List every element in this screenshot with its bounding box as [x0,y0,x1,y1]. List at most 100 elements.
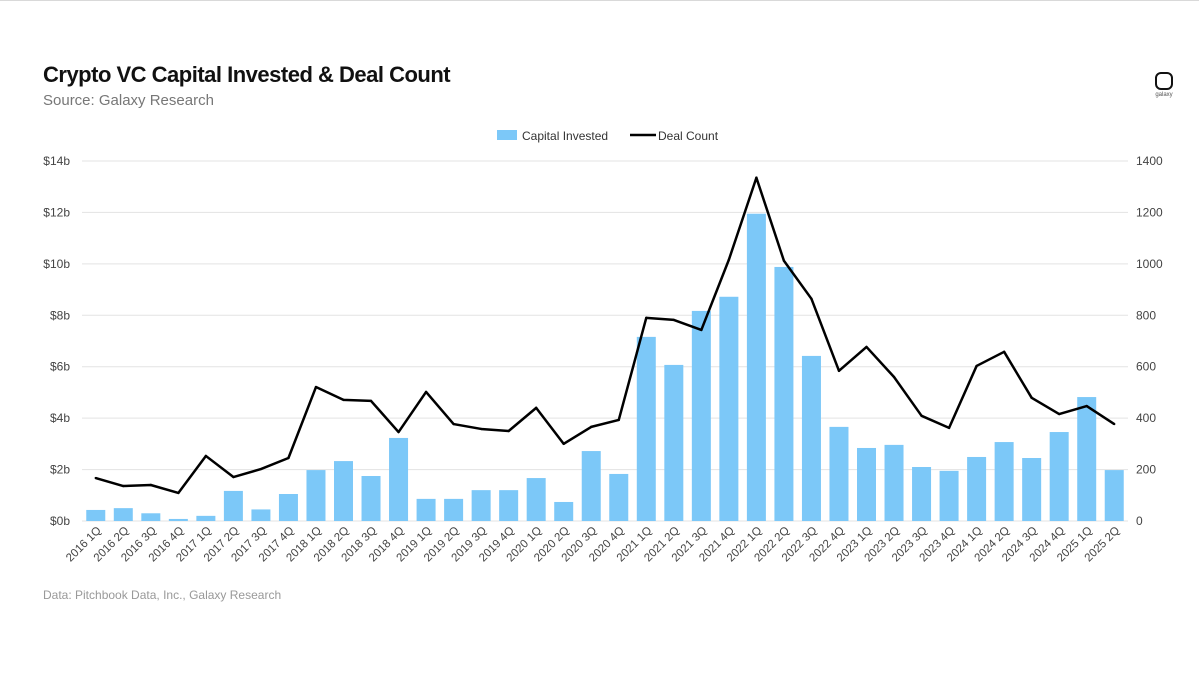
bar-capital-invested [168,518,188,521]
point-deal-count [975,364,978,368]
y-right-tick-label: 1200 [1136,205,1163,219]
bar-capital-invested [113,508,133,521]
bar-capital-invested [141,513,161,521]
bar-capital-invested [829,426,849,521]
point-deal-count [479,427,483,431]
point-deal-count [342,398,345,402]
bar-capital-invested [334,461,353,521]
bar-capital-invested [581,451,601,521]
bar-capital-invested [857,447,876,521]
point-deal-count [94,476,97,480]
bar-capital-invested [912,467,932,521]
y-left-tick-label: $0b [50,514,70,528]
y-right-tick-label: 600 [1136,360,1156,374]
point-deal-count [397,430,400,434]
point-deal-count [562,442,565,446]
point-deal-count [1030,396,1033,400]
legend-swatch-capital-invested [497,130,517,140]
y-left-tick-label: $6b [50,360,70,374]
point-deal-count [672,318,676,322]
bar-capital-invested [444,498,464,521]
point-deal-count [645,316,648,320]
y-left-tick-label: $8b [50,308,70,322]
bar-capital-invested [361,476,381,521]
bar-capital-invested [86,509,106,521]
data-source-note: Data: Pitchbook Data, Inc., Galaxy Resea… [43,588,282,602]
point-deal-count [424,390,428,394]
bar-capital-invested [884,444,904,521]
bar-capital-invested [554,501,574,521]
point-deal-count [865,345,868,349]
bar-capital-invested [499,490,519,521]
point-deal-count [617,418,620,422]
y-left-tick-label: $14b [43,154,70,168]
point-deal-count [727,258,731,261]
point-deal-count [1002,350,1006,353]
point-deal-count [149,483,153,487]
bar-capital-invested [471,490,491,521]
bar-capital-invested [994,442,1014,521]
galaxy-logo-icon [1155,72,1173,90]
legend-label-capital-invested: Capital Invested [522,129,608,143]
point-deal-count [534,406,538,410]
line-deal-count [95,176,1115,495]
bar-capital-invested [306,470,326,521]
y-right-tick-label: 1400 [1136,154,1163,168]
bar-capital-invested [609,473,629,521]
point-deal-count [947,426,951,430]
bar-capital-invested [1022,458,1042,521]
bar-capital-invested [746,213,766,521]
bar-capital-invested [801,355,821,521]
logo-text: galaxy [1155,92,1173,98]
bar-capital-invested [664,364,684,521]
point-deal-count [837,369,841,373]
bar-capital-invested [1104,470,1124,521]
y-right-tick-label: 1000 [1136,257,1163,271]
point-deal-count [892,375,896,379]
point-deal-count [314,385,318,389]
bar-capital-invested [416,498,436,521]
top-divider [0,0,1199,1]
y-left-tick-label: $2b [50,463,70,477]
y-left-tick-label: $4b [50,411,70,425]
point-deal-count [177,491,180,495]
point-deal-count [507,429,510,433]
point-deal-count [1085,404,1088,408]
bar-capital-invested [223,490,243,521]
bar-capital-invested [774,266,794,521]
galaxy-logo: galaxy [1152,72,1176,106]
bar-capital-invested [389,437,409,521]
y-right-tick-label: 800 [1136,308,1156,322]
point-deal-count [122,484,125,488]
bar-capital-invested [939,470,959,521]
y-left-tick-label: $12b [43,205,70,219]
point-deal-count [259,467,263,471]
bar-capital-invested [691,310,711,521]
point-deal-count [920,414,923,418]
chart-subtitle: Source: Galaxy Research [43,92,214,109]
bar-capital-invested [278,494,298,521]
bar-capital-invested [719,296,739,521]
bar-capital-invested [1049,432,1069,521]
point-deal-count [287,456,290,460]
y-right-tick-label: 200 [1136,463,1156,477]
point-deal-count [700,328,703,332]
point-deal-count [369,399,373,403]
bar-capital-invested [196,515,216,521]
y-left-tick-label: $10b [43,257,70,271]
point-deal-count [755,176,758,179]
bar-capital-invested [526,478,546,521]
bar-capital-invested [1077,397,1097,521]
bar-capital-invested [251,509,271,521]
point-deal-count [232,475,235,479]
point-deal-count [590,425,593,429]
legend-label-deal-count: Deal Count [658,129,719,143]
y-right-tick-label: 0 [1136,514,1143,528]
bar-capital-invested [636,336,656,521]
point-deal-count [204,454,208,458]
y-right-tick-label: 400 [1136,411,1156,425]
point-deal-count [810,297,813,301]
chart-title: Crypto VC Capital Invested & Deal Count [43,62,451,87]
point-deal-count [452,422,455,426]
